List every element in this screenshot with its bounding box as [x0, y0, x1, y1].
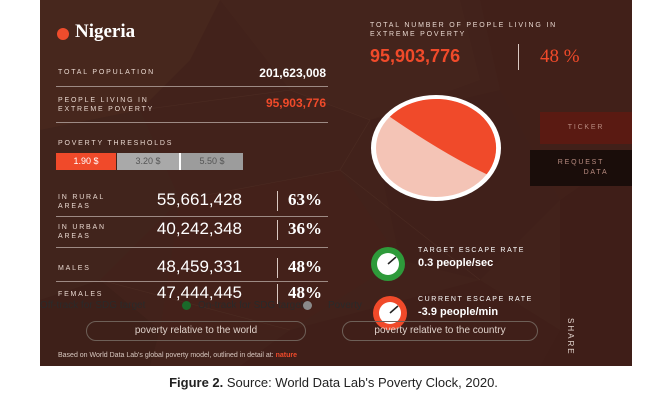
headline-label-2: EXTREME POVERTY — [370, 31, 467, 38]
ticker-button[interactable]: TICKER — [540, 112, 632, 144]
divider — [56, 86, 328, 87]
figure-caption: Figure 2. Source: World Data Lab's Pover… — [0, 375, 667, 390]
footnote-text: Based on World Data Lab's global poverty… — [58, 352, 274, 359]
extreme-poverty-label-2: EXTREME POVERTY — [58, 106, 155, 113]
country-title: Nigeria — [75, 21, 136, 42]
row-separator — [277, 220, 278, 240]
row-separator — [277, 284, 278, 304]
share-button[interactable]: SHARE — [566, 318, 575, 356]
threshold-separator — [179, 153, 181, 170]
target-rate-value: 0.3 people/sec — [418, 257, 494, 269]
poverty-dot-icon — [303, 301, 312, 310]
females-pct: 48% — [288, 283, 322, 302]
row-separator — [277, 191, 278, 211]
males-pct: 48% — [288, 257, 322, 276]
threshold-320-button[interactable]: 3.20 $ — [117, 153, 179, 170]
caption-text: Source: World Data Lab's Poverty Clock, … — [223, 375, 498, 390]
ticker-button-label: TICKER — [567, 124, 605, 131]
urban-value: 40,242,348 — [156, 219, 242, 238]
row-separator — [277, 258, 278, 278]
legend-on-track: On-track for SDG target — [198, 300, 304, 311]
divider — [56, 247, 328, 248]
poverty-thresholds-label: POVERTY THRESHOLDS — [58, 140, 174, 147]
rural-pct: 63% — [288, 190, 322, 209]
females-value: 47,444,445 — [156, 283, 242, 302]
divider — [56, 122, 328, 123]
threshold-190-button[interactable]: 1.90 $ — [56, 153, 116, 170]
caption-prefix: Figure 2. — [169, 375, 224, 390]
urban-pct: 36% — [288, 219, 322, 238]
footnote-link[interactable]: nature — [275, 352, 297, 359]
rural-value: 55,661,428 — [156, 190, 242, 209]
males-label: MALES — [58, 265, 91, 272]
legend-off-track: Off-track for SDG target — [40, 300, 146, 311]
request-data-label-2: DATA — [583, 169, 609, 176]
headline-label-1: TOTAL NUMBER OF PEOPLE LIVING IN — [370, 22, 557, 29]
tab-poverty-relative-country[interactable]: poverty relative to the country — [342, 321, 538, 341]
target-rate-clock-icon — [371, 247, 405, 281]
country-marker-icon — [57, 28, 69, 40]
extreme-poverty-value: 95,903,776 — [265, 96, 326, 110]
headline-separator — [518, 44, 519, 70]
rural-label-1: IN RURAL — [58, 194, 106, 201]
divider — [56, 216, 328, 217]
current-rate-label: CURRENT ESCAPE RATE — [418, 296, 533, 303]
current-rate-value: -3.9 people/min — [418, 306, 499, 318]
urban-label-2: AREAS — [58, 233, 91, 240]
headline-pct: 48 % — [540, 46, 580, 67]
divider — [56, 281, 328, 282]
threshold-550-button[interactable]: 5.50 $ — [181, 153, 243, 170]
females-label: FEMALES — [58, 291, 104, 298]
on-track-dot-icon — [182, 301, 191, 310]
extreme-poverty-label-1: PEOPLE LIVING IN — [58, 97, 149, 104]
headline-value: 95,903,776 — [370, 46, 461, 66]
legend-poverty: Poverty — [328, 300, 362, 311]
rural-label-2: AREAS — [58, 203, 91, 210]
target-rate-label: TARGET ESCAPE RATE — [418, 247, 525, 254]
total-population-value: 201,623,008 — [259, 66, 326, 80]
request-data-label-1: REQUEST — [557, 159, 605, 166]
poverty-share-pie — [371, 95, 501, 201]
urban-label-1: IN URBAN — [58, 224, 106, 231]
request-data-button[interactable]: REQUEST DATA — [530, 150, 632, 186]
tab-poverty-relative-world[interactable]: poverty relative to the world — [86, 321, 306, 341]
males-value: 48,459,331 — [156, 257, 242, 276]
total-population-label: TOTAL POPULATION — [58, 69, 155, 76]
footnote: Based on World Data Lab's global poverty… — [58, 352, 297, 359]
pie-slice-extreme-poverty — [389, 98, 497, 175]
